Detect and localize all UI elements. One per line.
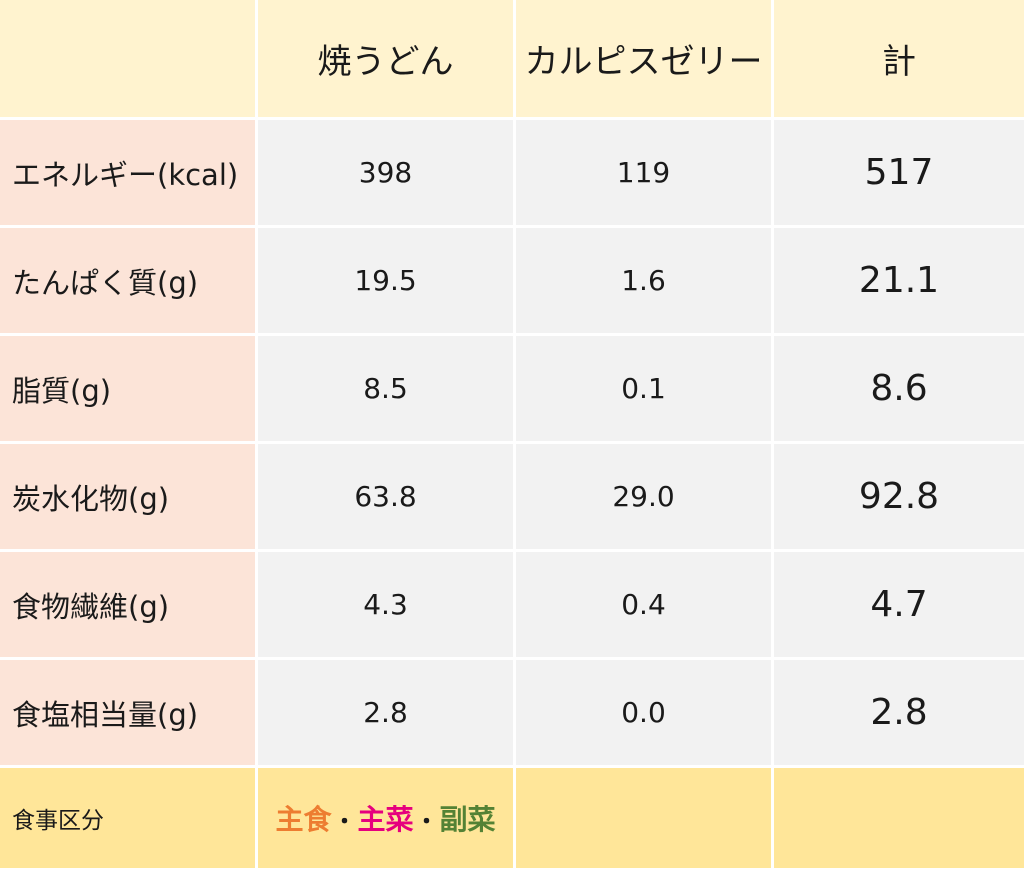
total-cell: 21.1 [774,228,1024,336]
table-cell: 0.0 [516,660,774,768]
table-cell: 19.5 [258,228,516,336]
table-cell: 398 [258,120,516,228]
category-main-dish: 主菜 [357,803,414,836]
table-cell: 0.4 [516,552,774,660]
footer-empty-cell [516,768,774,871]
total-cell: 4.7 [774,552,1024,660]
meal-category-values: 主食・主菜・副菜 [258,768,516,871]
table-cell: 29.0 [516,444,774,552]
category-staple: 主食 [275,803,332,836]
table-cell: 2.8 [258,660,516,768]
total-cell: 8.6 [774,336,1024,444]
total-cell: 517 [774,120,1024,228]
row-label-protein: たんぱく質(g) [0,228,258,336]
table-cell: 8.5 [258,336,516,444]
row-label-dietary-fiber: 食物繊維(g) [0,552,258,660]
table-cell: 4.3 [258,552,516,660]
category-side-dish: 副菜 [439,803,496,836]
total-cell: 92.8 [774,444,1024,552]
column-header-yakiudon: 焼うどん [258,0,516,120]
header-corner [0,0,258,120]
table-cell: 1.6 [516,228,774,336]
column-header-total: 計 [774,0,1024,120]
category-separator: ・ [415,810,438,835]
column-header-calpis-jelly: カルピスゼリー [516,0,774,120]
meal-categories: 主食・主菜・副菜 [275,798,495,838]
footer-empty-cell [774,768,1024,871]
total-cell: 2.8 [774,660,1024,768]
row-label-energy: エネルギー(kcal) [0,120,258,228]
row-label-carbohydrate: 炭水化物(g) [0,444,258,552]
meal-category-label: 食事区分 [0,768,258,871]
row-label-salt: 食塩相当量(g) [0,660,258,768]
row-label-fat: 脂質(g) [0,336,258,444]
table-cell: 63.8 [258,444,516,552]
table-cell: 119 [516,120,774,228]
table-cell: 0.1 [516,336,774,444]
category-separator: ・ [333,810,356,835]
